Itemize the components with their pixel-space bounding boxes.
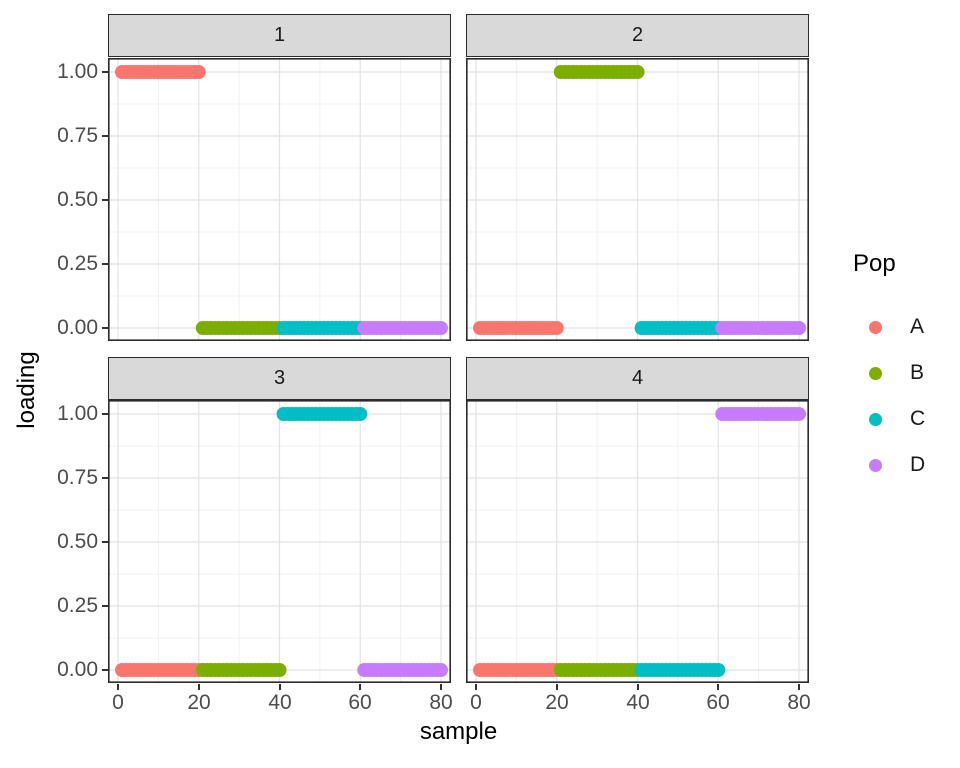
y-tick-mark	[102, 263, 108, 265]
x-tick-mark	[717, 684, 719, 690]
y-tick-label: 1.00	[57, 402, 98, 426]
x-tick-mark	[117, 684, 119, 690]
x-tick-mark	[798, 684, 800, 690]
legend-item-d: D	[853, 442, 958, 488]
x-tick-label: 0	[112, 691, 124, 714]
facet-strip-label: 3	[273, 367, 286, 389]
legend: Pop A B C D	[853, 250, 958, 488]
y-tick-mark	[102, 605, 108, 607]
x-tick-label: 80	[787, 691, 811, 714]
x-tick-mark	[198, 684, 200, 690]
facet-strip-2: 2	[466, 14, 809, 57]
x-tick-mark	[475, 684, 477, 690]
x-tick-mark	[556, 684, 558, 690]
y-tick-mark	[102, 327, 108, 329]
x-tick-mark	[637, 684, 639, 690]
legend-label: C	[910, 407, 926, 430]
x-tick-label: 0	[470, 691, 482, 714]
facet-strip-label: 4	[631, 367, 644, 389]
facet-strip-3: 3	[108, 357, 451, 400]
facet-panel-1	[108, 58, 451, 341]
y-tick-label: 0.50	[57, 530, 98, 554]
legend-item-b: B	[853, 350, 958, 396]
facet-panel-3	[108, 400, 451, 683]
y-tick-mark	[102, 413, 108, 415]
facet-panel-2	[466, 58, 809, 341]
y-tick-label: 0.75	[57, 124, 98, 148]
y-tick-label: 0.00	[57, 316, 98, 340]
y-tick-mark	[102, 135, 108, 137]
legend-swatch-b-icon	[869, 366, 882, 380]
y-axis-title: loading	[13, 351, 40, 429]
y-tick-label: 0.00	[57, 658, 98, 682]
facet-strip-label: 2	[631, 24, 644, 46]
y-tick-label: 0.50	[57, 188, 98, 212]
x-tick-label: 60	[706, 691, 730, 714]
legend-item-c: C	[853, 396, 958, 442]
y-tick-mark	[102, 199, 108, 201]
legend-swatch-d-icon	[869, 458, 882, 472]
x-tick-label: 80	[429, 691, 453, 714]
legend-swatch-a-icon	[869, 320, 882, 334]
y-tick-mark	[102, 477, 108, 479]
x-tick-mark	[279, 684, 281, 690]
legend-item-a: A	[853, 304, 958, 350]
facet-strip-label: 1	[273, 24, 286, 46]
y-tick-label: 0.25	[57, 594, 98, 618]
y-tick-mark	[102, 71, 108, 73]
x-axis-title: sample	[419, 718, 498, 745]
legend-label: A	[910, 315, 925, 338]
x-tick-label: 20	[187, 691, 211, 714]
x-tick-mark	[359, 684, 361, 690]
legend-label: D	[910, 453, 926, 476]
legend-swatch-c-icon	[869, 412, 882, 426]
facet-panel-4	[466, 400, 809, 683]
y-tick-mark	[102, 669, 108, 671]
x-tick-mark	[440, 684, 442, 690]
legend-title: Pop	[853, 250, 896, 277]
x-tick-label: 40	[268, 691, 292, 714]
facet-strip-4: 4	[466, 357, 809, 400]
x-tick-label: 40	[626, 691, 650, 714]
y-tick-label: 0.25	[57, 252, 98, 276]
legend-label: B	[910, 361, 925, 384]
facet-strip-1: 1	[108, 14, 451, 57]
y-tick-label: 1.00	[57, 60, 98, 84]
y-tick-mark	[102, 541, 108, 543]
x-tick-label: 60	[348, 691, 372, 714]
x-tick-label: 20	[545, 691, 569, 714]
y-tick-label: 0.75	[57, 466, 98, 490]
